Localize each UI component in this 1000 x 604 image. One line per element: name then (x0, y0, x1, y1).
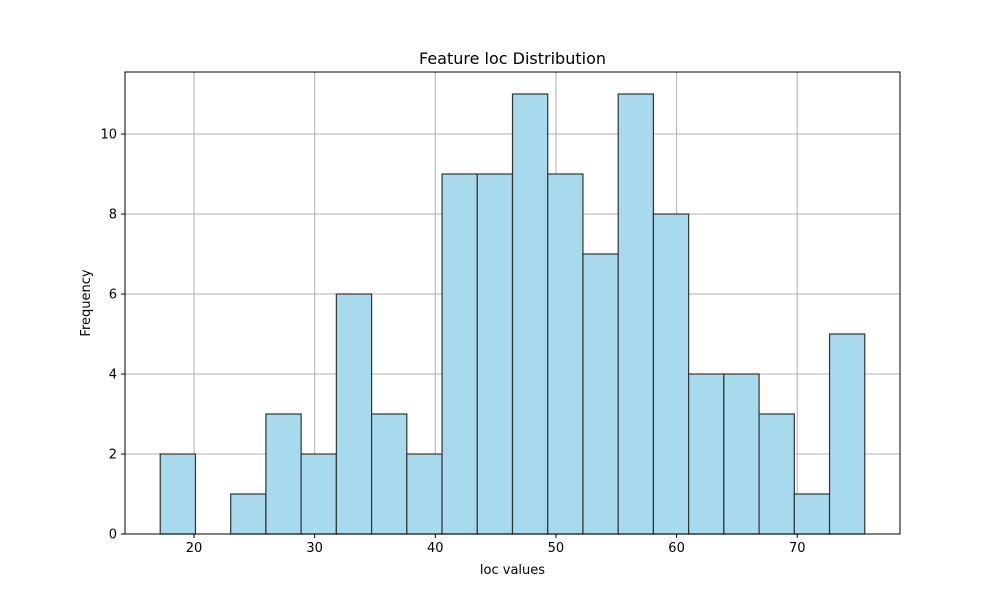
histogram-bar (652, 213, 690, 535)
y-axis-label: Frequency (79, 269, 94, 336)
chart-title: Feature loc Distribution (419, 49, 606, 68)
y-tick-label: 10 (100, 128, 117, 143)
histogram-bar (758, 413, 795, 535)
x-tick-label: 30 (306, 541, 323, 556)
histogram-bar (159, 453, 197, 535)
histogram-bar (547, 173, 584, 535)
histogram-bar (406, 453, 443, 535)
y-tick-label: 0 (109, 528, 117, 543)
y-tick-label: 2 (109, 448, 117, 463)
histogram-bars (159, 93, 866, 535)
histogram-bar (793, 493, 831, 535)
axis-ticks: 20 30 40 50 60 70 0 2 4 6 8 10 (100, 128, 805, 557)
histogram-bar (265, 413, 302, 535)
histogram-bar (300, 453, 337, 535)
x-axis-label: loc values (480, 563, 545, 578)
histogram-bar (582, 253, 619, 535)
histogram-bar (441, 173, 478, 535)
plot-frame (124, 71, 901, 535)
histogram-bar (476, 173, 514, 535)
histogram-bar (688, 373, 725, 535)
x-tick-label: 40 (427, 541, 444, 556)
x-tick-label: 50 (548, 541, 565, 556)
histogram-bar (370, 413, 408, 535)
y-tick-label: 8 (109, 208, 117, 223)
x-tick-label: 70 (789, 541, 806, 556)
histogram-bar (617, 93, 655, 535)
histogram-bar (828, 333, 866, 535)
histogram-bar (511, 93, 549, 535)
histogram-bar (723, 373, 760, 535)
y-tick-label: 4 (109, 368, 117, 383)
y-tick-label: 6 (109, 288, 117, 303)
histogram-bar (335, 293, 373, 535)
x-tick-label: 60 (668, 541, 685, 556)
x-tick-label: 20 (186, 541, 203, 556)
histogram-bar (230, 493, 267, 535)
